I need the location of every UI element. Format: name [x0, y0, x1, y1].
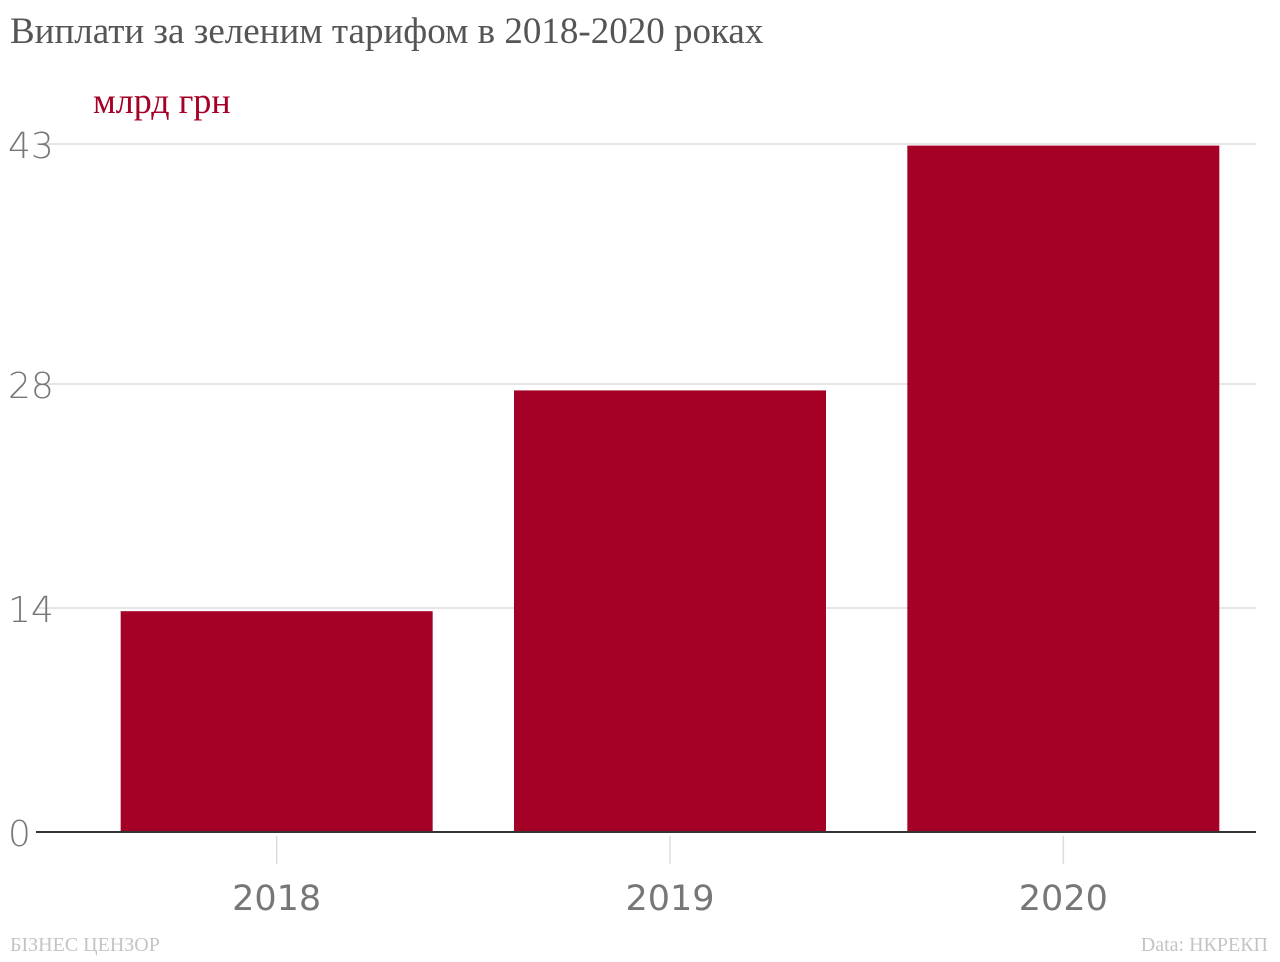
- y-tick-label-28: 28: [8, 366, 54, 407]
- y-tick-label-43: 43: [8, 126, 54, 167]
- tick-labels: 0 14 28 43 2018 2019 2020: [8, 126, 1108, 919]
- bar-2020: [907, 145, 1220, 833]
- bar-2019: [514, 390, 826, 832]
- y-tick-label-0: 0: [8, 814, 31, 855]
- x-tick-label-2018: 2018: [232, 879, 321, 919]
- x-tick-label-2020: 2020: [1019, 879, 1108, 919]
- source-footer: Data: НКРЕКП: [1140, 934, 1268, 956]
- y-tick-label-14: 14: [8, 590, 54, 631]
- chart-title: Виплати за зеленим тарифом в 2018-2020 р…: [10, 11, 764, 52]
- bars: [120, 145, 1220, 833]
- x-tick-label-2019: 2019: [625, 879, 714, 919]
- axes: [36, 831, 1256, 864]
- brand-footer: БІЗНЕС ЦЕНЗОР: [10, 934, 160, 956]
- y-axis-unit-label: млрд грн: [93, 81, 231, 121]
- bar-2018: [120, 611, 433, 832]
